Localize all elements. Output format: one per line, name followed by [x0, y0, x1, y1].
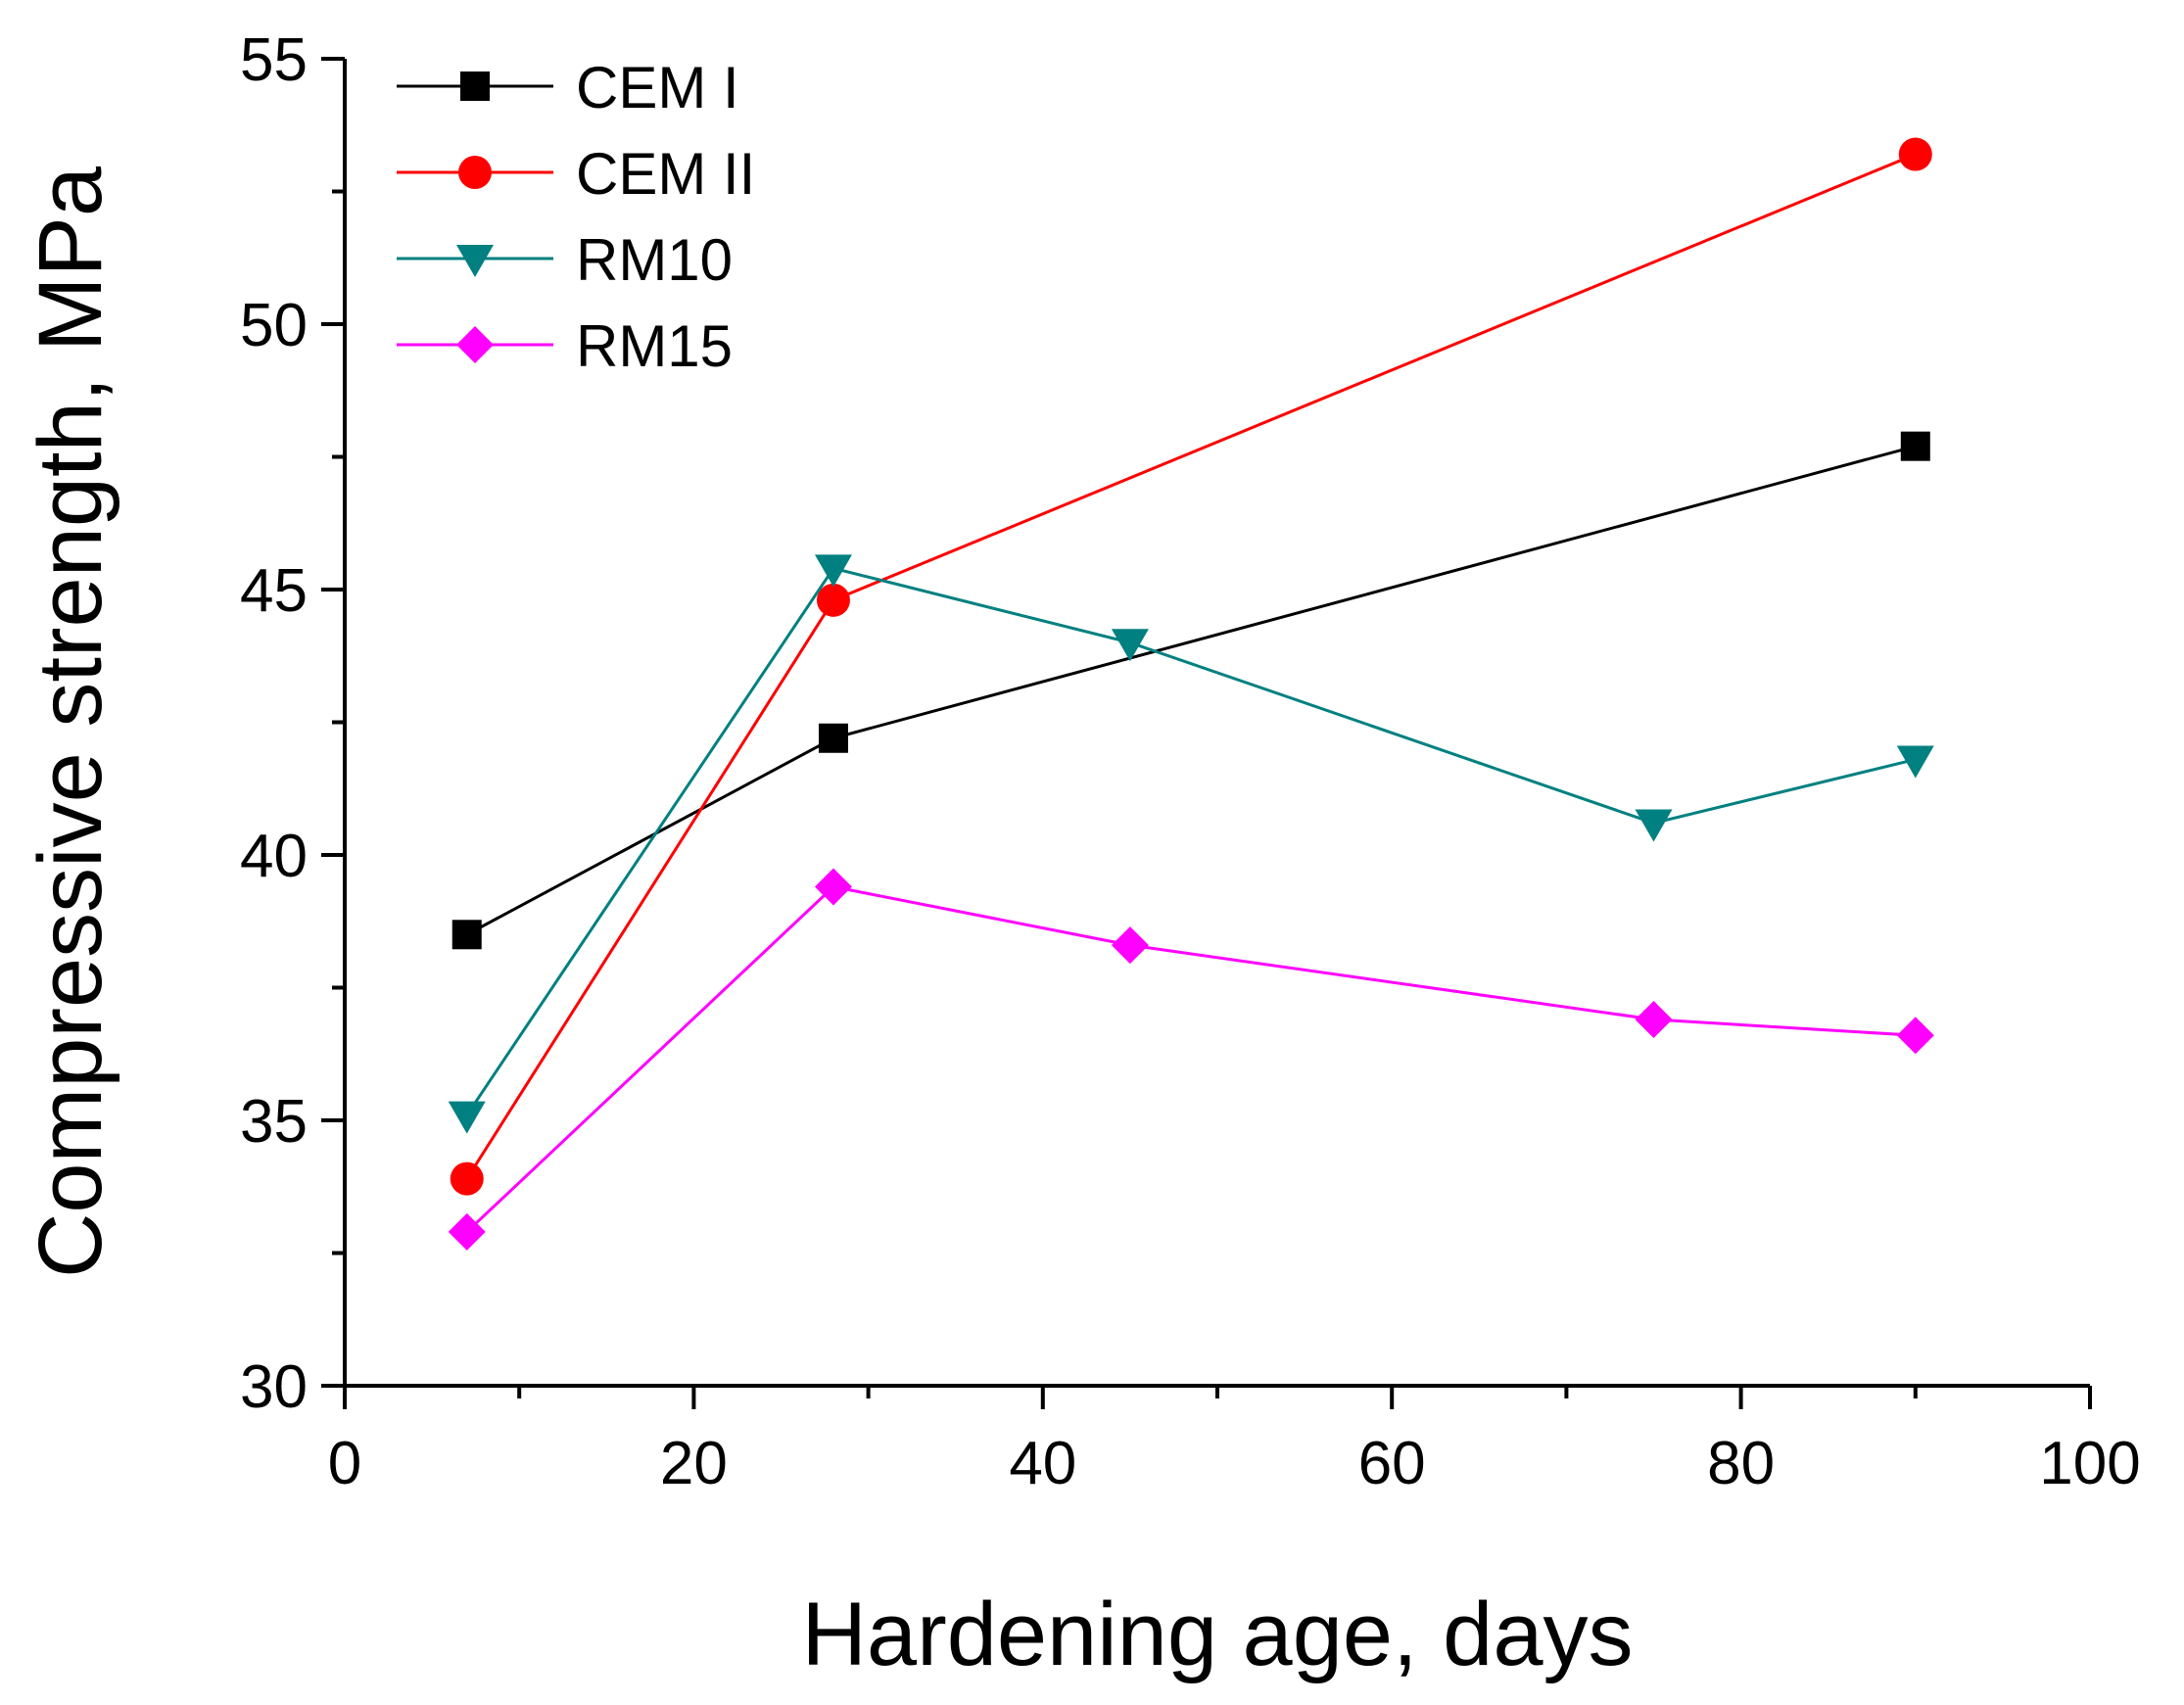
x-axis-title: Hardening age, days: [801, 1585, 1633, 1684]
legend-item-rm15: RM15: [397, 313, 733, 379]
legend-item-cem-i: CEM I: [397, 55, 739, 120]
x-tick-label: 0: [328, 1430, 361, 1497]
data-point-rm10: [448, 1101, 486, 1134]
series-cem-ii: [450, 137, 1932, 1196]
x-tick-label: 100: [2039, 1430, 2140, 1497]
series-rm10: [448, 554, 1934, 1134]
legend-marker-cem-ii: [458, 156, 492, 189]
x-tick-label: 60: [1358, 1430, 1426, 1497]
y-tick-label: 50: [240, 292, 308, 359]
data-point-rm10: [814, 554, 852, 588]
data-point-rm10: [1635, 809, 1673, 842]
x-tick-label: 40: [1009, 1430, 1076, 1497]
legend-marker-cem-i: [460, 71, 490, 101]
y-tick-label: 40: [240, 823, 308, 890]
legend: CEM I CEM II RM10 RM15: [397, 55, 755, 379]
legend-label-rm15: RM15: [576, 313, 733, 379]
legend-label-cem-ii: CEM II: [576, 141, 755, 207]
legend-item-cem-ii: CEM II: [397, 141, 755, 207]
data-point-rm15: [1635, 1001, 1673, 1039]
y-tick-label: 30: [240, 1353, 308, 1421]
data-point-cem-i: [1900, 431, 1930, 461]
data-point-cem-ii: [450, 1161, 484, 1196]
legend-item-rm10: RM10: [397, 227, 733, 293]
series-cem-i: [451, 431, 1930, 950]
series-rm15: [448, 868, 1934, 1251]
data-point-rm15: [448, 1212, 486, 1251]
series-line-cem-i: [466, 445, 1917, 936]
data-point-rm15: [814, 868, 852, 906]
data-point-cem-i: [818, 723, 848, 753]
data-point-rm10: [1896, 745, 1934, 779]
series-line-rm15: [465, 884, 1916, 1233]
legend-label-cem-i: CEM I: [576, 55, 739, 120]
data-point-rm15: [1896, 1017, 1934, 1055]
y-tick-label: 35: [240, 1088, 308, 1156]
legend-marker-rm10: [456, 245, 494, 277]
data-point-cem-ii: [1898, 137, 1932, 171]
y-tick-label: 45: [240, 557, 308, 625]
legend-label-rm10: RM10: [576, 227, 733, 293]
data-point-rm15: [1111, 926, 1149, 965]
y-axis-title: Compressive strength, MPa: [21, 166, 120, 1278]
axes: 0 20 40 60 80 100 30 35 40 45 50 55: [240, 26, 2141, 1497]
x-tick-label: 80: [1707, 1430, 1775, 1497]
x-tick-label: 20: [660, 1430, 728, 1497]
data-point-rm10: [1111, 629, 1149, 662]
y-tick-label: 55: [240, 26, 308, 94]
data-point-cem-ii: [816, 583, 850, 617]
legend-marker-rm15: [456, 326, 494, 363]
plot-area: [448, 137, 1934, 1251]
series-line-cem-ii: [465, 153, 1917, 1180]
data-point-cem-i: [451, 920, 482, 950]
series-line-rm10: [465, 566, 1917, 1116]
